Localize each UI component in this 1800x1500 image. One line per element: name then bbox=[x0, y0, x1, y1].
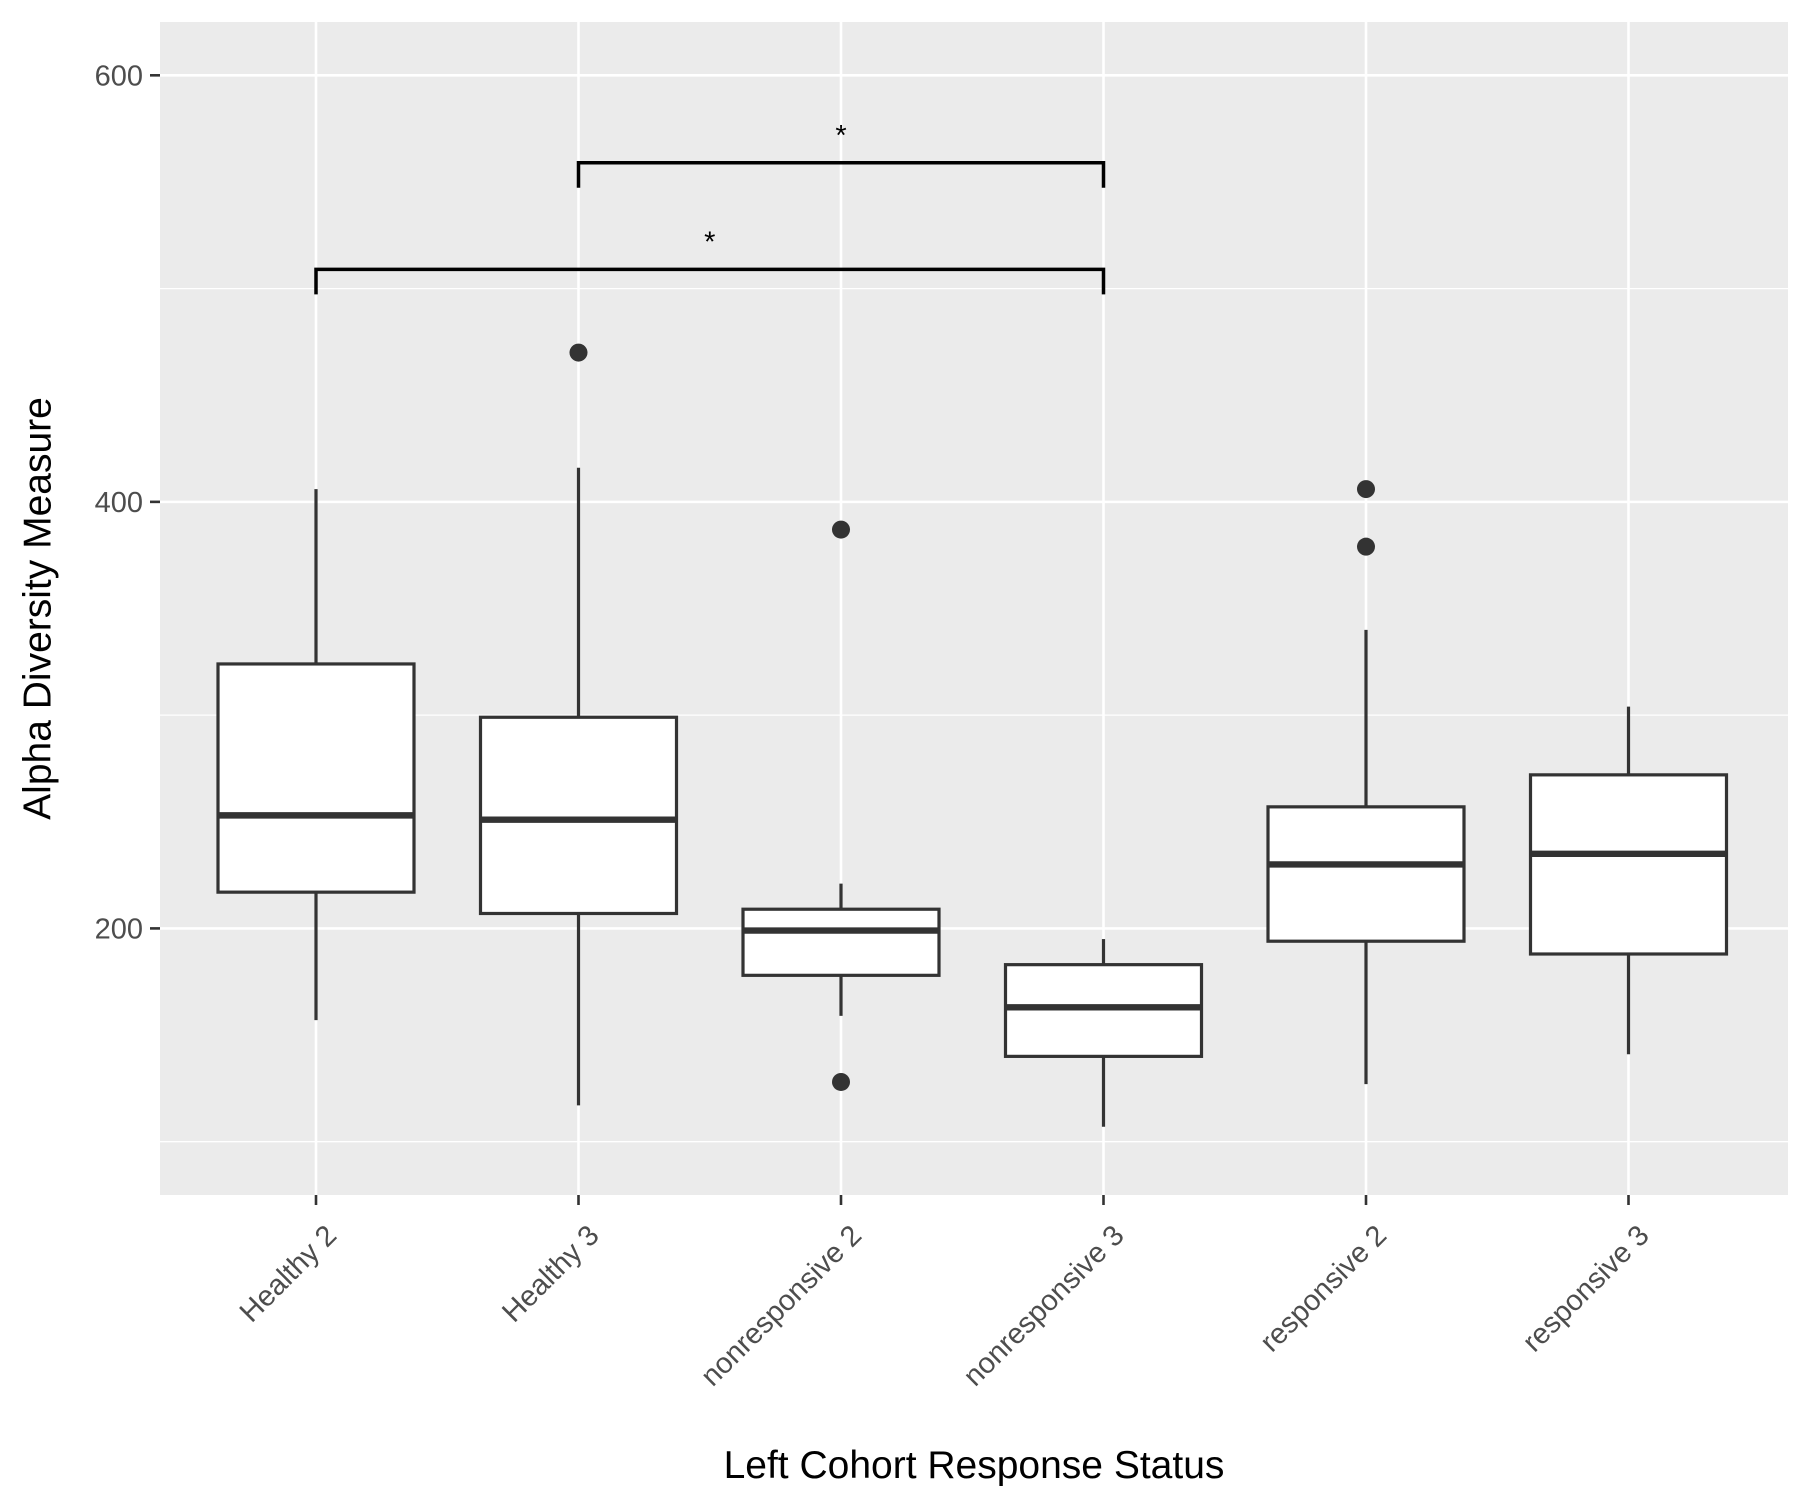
y-tick-label: 600 bbox=[95, 60, 143, 92]
significance-bracket bbox=[576, 161, 1106, 188]
box-group bbox=[1528, 706, 1729, 1055]
significance-label: * bbox=[704, 226, 715, 258]
y-tick-label: 200 bbox=[95, 913, 143, 945]
plot-panel bbox=[160, 22, 1788, 1195]
box-iqr bbox=[1266, 805, 1466, 943]
box-group bbox=[216, 489, 416, 1021]
outlier-point bbox=[1357, 480, 1375, 499]
y-axis: 200 400 600 bbox=[95, 60, 160, 945]
y-tick-label: 400 bbox=[95, 487, 143, 519]
box-group bbox=[478, 343, 679, 1106]
outlier-point bbox=[832, 520, 850, 539]
x-tick-label: nonresponsive 3 bbox=[957, 1219, 1130, 1392]
outlier-point bbox=[569, 343, 588, 362]
x-axis-title: Left Cohort Response Status bbox=[724, 1444, 1225, 1487]
significance-bracket bbox=[314, 267, 1106, 295]
outlier-point bbox=[832, 1072, 850, 1091]
x-tick-label: nonresponsive 2 bbox=[695, 1219, 868, 1392]
outlier-point bbox=[1357, 537, 1375, 556]
significance-brackets: ** bbox=[314, 120, 1106, 295]
box-group bbox=[1266, 480, 1466, 1085]
box-group bbox=[1003, 939, 1204, 1127]
box-group bbox=[741, 520, 941, 1091]
boxplot-series bbox=[216, 343, 1729, 1127]
box-iqr bbox=[741, 907, 941, 977]
significance-label: * bbox=[835, 120, 846, 152]
y-axis-title: Alpha Diversity Measure bbox=[16, 397, 59, 820]
x-tick-label: Healthy 3 bbox=[496, 1219, 605, 1328]
x-tick-label: responsive 2 bbox=[1254, 1219, 1393, 1358]
x-axis: Healthy 2 Healthy 3 nonresponsive 2 nonresp… bbox=[234, 1195, 1656, 1393]
x-tick-label: responsive 3 bbox=[1517, 1219, 1656, 1358]
box-iqr bbox=[1528, 773, 1729, 956]
box-iqr bbox=[478, 715, 679, 916]
x-tick-label: Healthy 2 bbox=[234, 1219, 343, 1328]
box-iqr bbox=[216, 662, 416, 894]
